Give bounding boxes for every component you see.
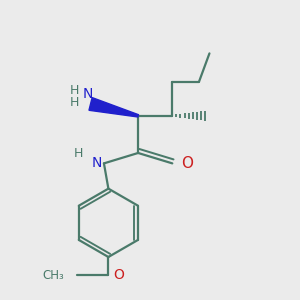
Text: N: N <box>91 156 102 170</box>
Text: H: H <box>70 96 79 109</box>
Text: CH₃: CH₃ <box>42 269 64 282</box>
Text: H: H <box>70 84 79 97</box>
Text: O: O <box>113 268 124 282</box>
Text: O: O <box>181 156 193 171</box>
Text: H: H <box>74 147 83 161</box>
Text: N: N <box>82 86 93 100</box>
Polygon shape <box>89 98 138 117</box>
